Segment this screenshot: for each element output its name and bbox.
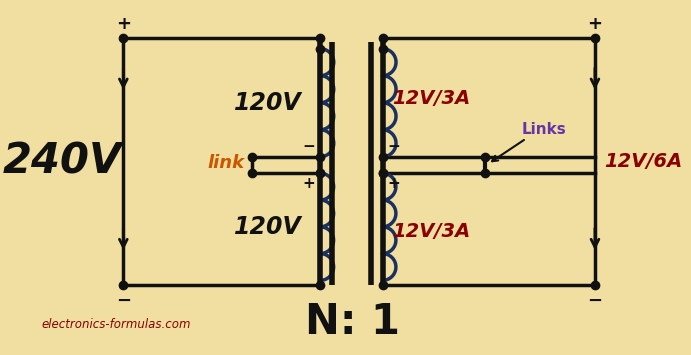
Text: 240V: 240V: [2, 140, 122, 182]
Text: +: +: [302, 176, 314, 191]
Text: 12V/6A: 12V/6A: [604, 152, 683, 171]
Text: 12V/3A: 12V/3A: [392, 89, 470, 108]
Text: −: −: [302, 139, 314, 154]
Text: Links: Links: [522, 122, 567, 137]
Text: electronics-formulas.com: electronics-formulas.com: [42, 318, 191, 331]
Text: −: −: [587, 292, 603, 310]
Text: link: link: [207, 154, 244, 172]
Text: 120V: 120V: [234, 215, 302, 239]
Text: 12V/3A: 12V/3A: [392, 222, 470, 241]
Text: +: +: [116, 15, 131, 33]
Text: −: −: [116, 292, 131, 310]
Text: +: +: [587, 15, 603, 33]
Text: 120V: 120V: [234, 91, 302, 115]
Text: N: 1: N: 1: [305, 301, 400, 343]
Text: −: −: [387, 139, 400, 154]
Text: +: +: [387, 176, 400, 191]
